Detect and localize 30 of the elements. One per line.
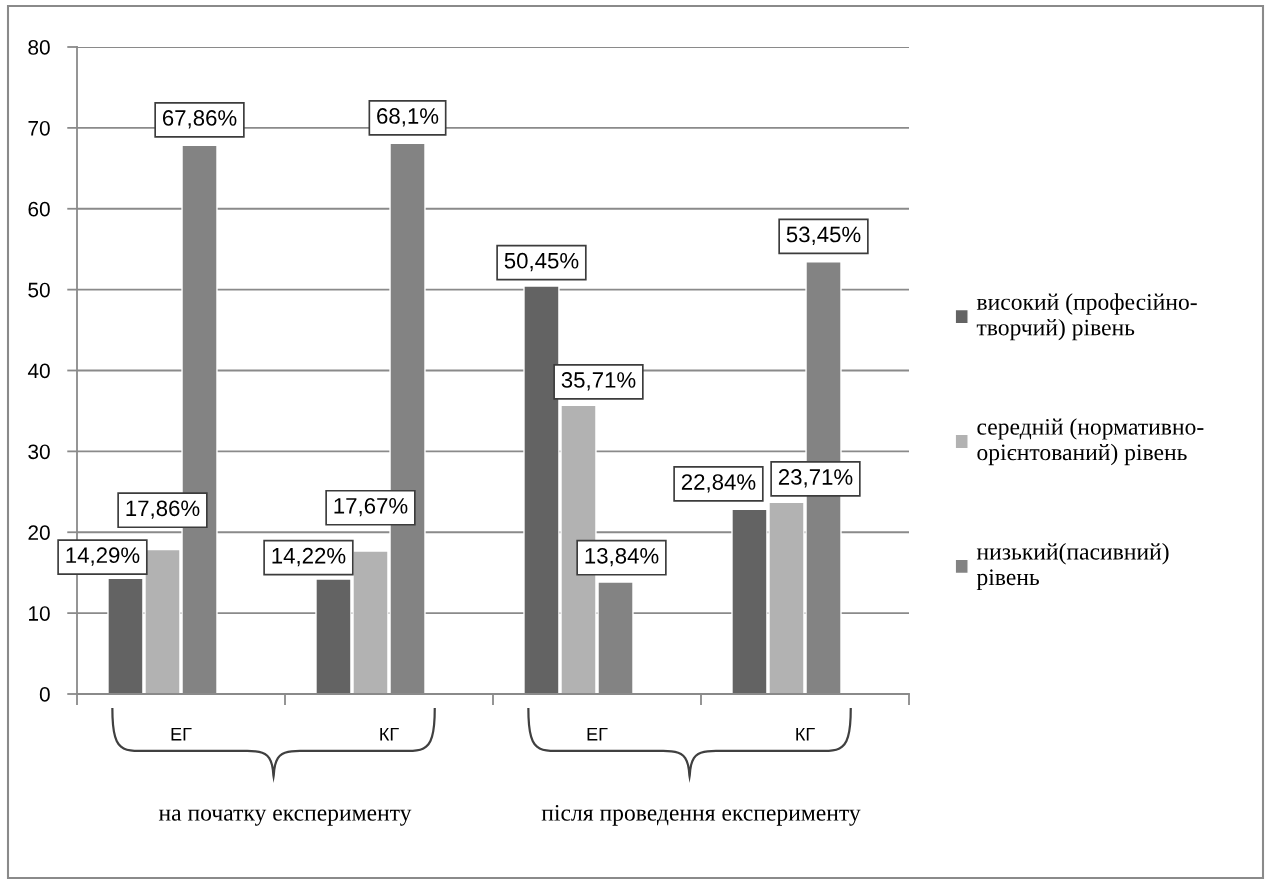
- y-tick-label: 70: [28, 120, 50, 136]
- data-label: 35,71%: [561, 372, 636, 391]
- y-tick-label: 40: [27, 363, 50, 379]
- x-tick-label: ЕГ: [587, 727, 608, 741]
- data-label: 67,86%: [162, 110, 237, 129]
- text: на початку експерименту: [158, 809, 412, 826]
- y-tick-label: 30: [28, 444, 50, 460]
- legend-label: низький(пасивний) рівень: [976, 543, 1169, 590]
- data-label: 14,22%: [272, 547, 346, 567]
- y-tick-label: 10: [29, 606, 50, 621]
- data-label: 17,67%: [334, 497, 408, 517]
- x-tick-label: ЕГ: [171, 727, 192, 741]
- data-label: 53,45%: [786, 226, 861, 245]
- x-tick-label: КГ: [796, 727, 815, 741]
- data-label: 22,84%: [681, 474, 756, 493]
- data-label: 23,71%: [778, 469, 853, 488]
- y-tick-label: 0: [39, 687, 50, 702]
- legend-label: середній (нормативно- орієнтований) рівень: [977, 418, 1204, 466]
- x-tick-label: КГ: [380, 727, 399, 741]
- data-label: 13,84%: [585, 547, 659, 567]
- y-tick-label: 80: [28, 40, 50, 55]
- data-label: 50,45%: [504, 252, 579, 272]
- y-tick-label: 50: [28, 282, 50, 298]
- data-label: 17,86%: [126, 500, 200, 519]
- text: після проведення експерименту: [541, 804, 861, 826]
- y-tick-label: 60: [28, 201, 50, 217]
- data-label: 14,29%: [66, 547, 140, 566]
- data-label: 68,1%: [377, 108, 439, 127]
- legend-label: високий (професійно- творчий) рівень: [976, 293, 1197, 341]
- y-tick-label: 20: [28, 525, 50, 540]
